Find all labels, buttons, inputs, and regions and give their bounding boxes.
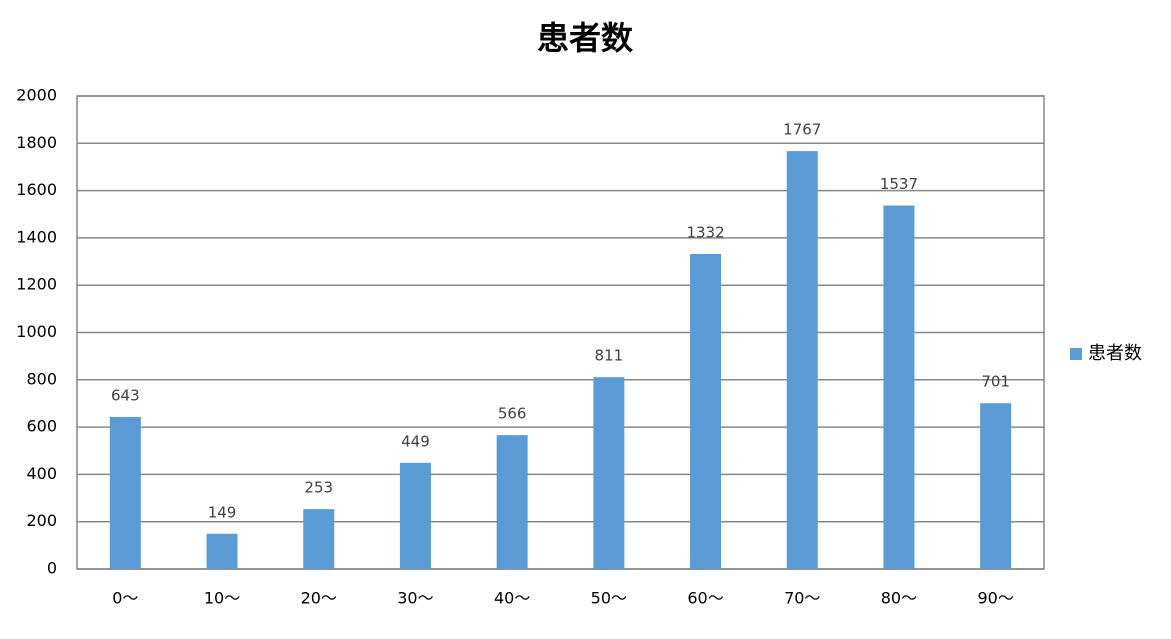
data-label: 1767: [783, 121, 821, 139]
data-label: 701: [981, 373, 1010, 391]
x-tick-label: 30～: [397, 589, 433, 608]
bar: [206, 533, 238, 569]
y-tick-label: 2000: [16, 86, 57, 105]
bar: [109, 416, 141, 569]
x-tick-label: 0～: [112, 589, 138, 608]
y-tick-label: 1600: [16, 180, 57, 199]
y-tick-label: 600: [26, 417, 57, 436]
x-tick-label: 90～: [977, 589, 1013, 608]
y-tick-label: 200: [26, 511, 57, 530]
x-tick-label: 10～: [204, 589, 240, 608]
data-label: 643: [111, 386, 140, 404]
data-label: 253: [304, 479, 333, 497]
y-tick-label: 1400: [16, 227, 57, 246]
y-tick-label: 0: [47, 559, 57, 578]
legend-label: 患者数: [1088, 343, 1142, 364]
bar: [690, 253, 722, 569]
chart-title: 患者数: [537, 19, 634, 57]
bar: [303, 509, 335, 569]
x-tick-label: 60～: [687, 589, 723, 608]
legend-swatch: [1070, 348, 1082, 360]
data-label: 811: [595, 347, 624, 365]
y-tick-label: 1000: [16, 322, 57, 341]
data-label: 449: [401, 432, 430, 450]
data-label: 566: [498, 405, 527, 423]
bar: [399, 462, 431, 569]
data-label: 149: [208, 503, 237, 521]
x-tick-label: 80～: [881, 589, 917, 608]
y-tick-label: 1800: [16, 133, 57, 152]
bar: [593, 377, 625, 569]
bar: [786, 151, 818, 570]
y-tick-label: 1200: [16, 275, 57, 294]
bar: [496, 435, 528, 569]
y-tick-label: 800: [26, 369, 57, 388]
x-tick-label: 20～: [301, 589, 337, 608]
x-tick-label: 50～: [591, 589, 627, 608]
y-tick-label: 400: [26, 464, 57, 483]
plot-border: [76, 95, 1045, 570]
bar: [980, 403, 1012, 569]
data-label: 1332: [686, 223, 724, 241]
data-label: 1537: [880, 175, 918, 193]
bar: [883, 205, 915, 569]
x-tick-label: 40～: [494, 589, 530, 608]
x-tick-label: 70～: [784, 589, 820, 608]
